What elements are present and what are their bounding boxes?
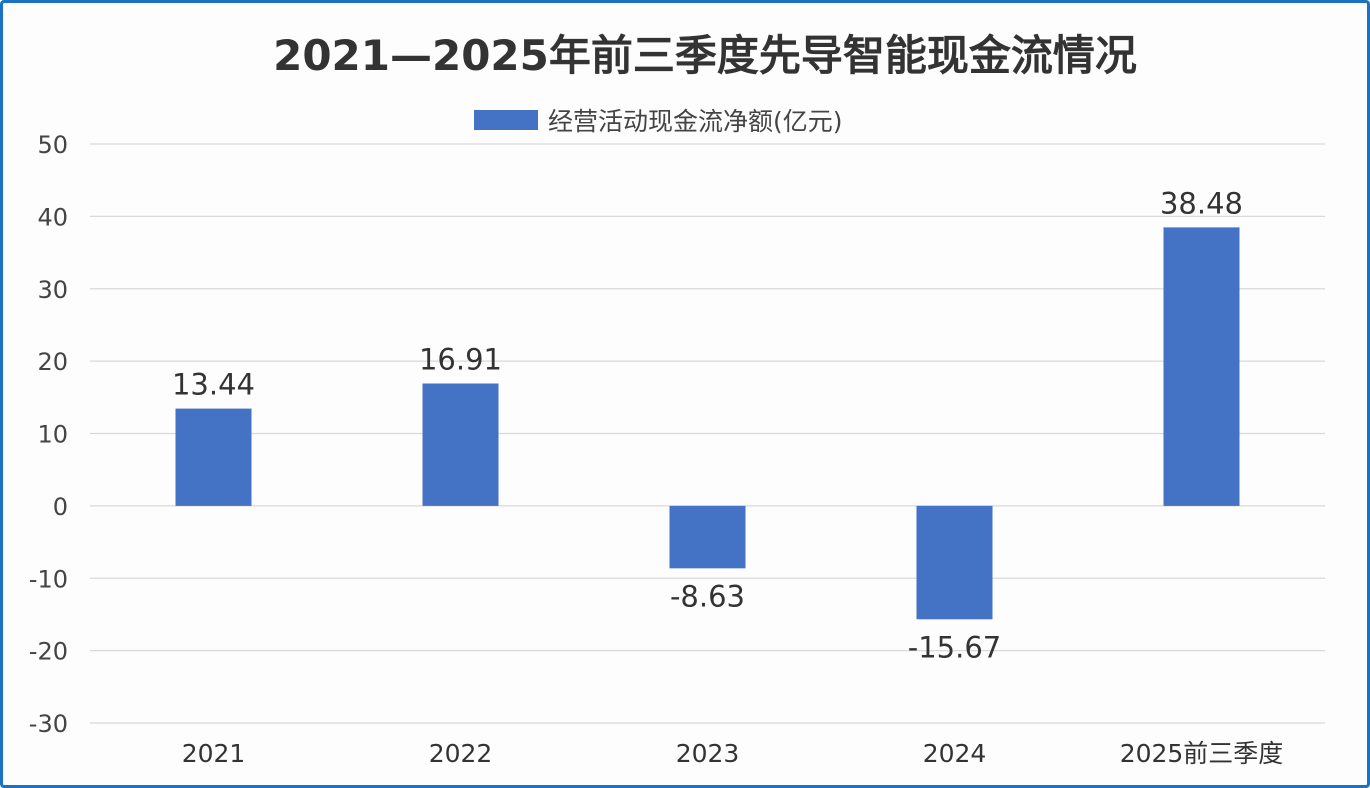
y-tick-label: 40 [37, 203, 68, 231]
x-tick-label: 2022 [429, 739, 493, 768]
bar [422, 383, 499, 506]
data-label: 38.48 [1160, 186, 1243, 220]
y-tick-label: -20 [29, 638, 68, 666]
legend-swatch [474, 110, 538, 130]
y-tick-label: 0 [53, 493, 68, 521]
y-tick-label: -10 [29, 565, 68, 593]
y-tick-label: 50 [37, 131, 68, 159]
bar [669, 505, 746, 569]
x-tick-label: 2025前三季度 [1120, 739, 1284, 768]
x-tick-label: 2023 [676, 739, 740, 768]
data-label: -8.63 [670, 579, 745, 613]
x-tick-label: 2021 [182, 739, 246, 768]
data-label: 16.91 [419, 342, 502, 376]
data-label: 13.44 [172, 368, 255, 402]
y-tick-label: 30 [37, 276, 68, 304]
y-tick-label: 10 [37, 421, 68, 449]
bar [1163, 227, 1240, 506]
x-tick-label: 2024 [923, 739, 987, 768]
chart-title: 2021—2025年前三季度先导智能现金流情况 [273, 31, 1137, 80]
legend-label: 经营活动现金流净额(亿元) [548, 107, 843, 136]
bar [175, 408, 252, 506]
y-tick-label: 20 [37, 348, 68, 376]
data-label: -15.67 [908, 630, 1002, 664]
y-tick-label: -30 [29, 710, 68, 738]
bar [916, 505, 993, 620]
